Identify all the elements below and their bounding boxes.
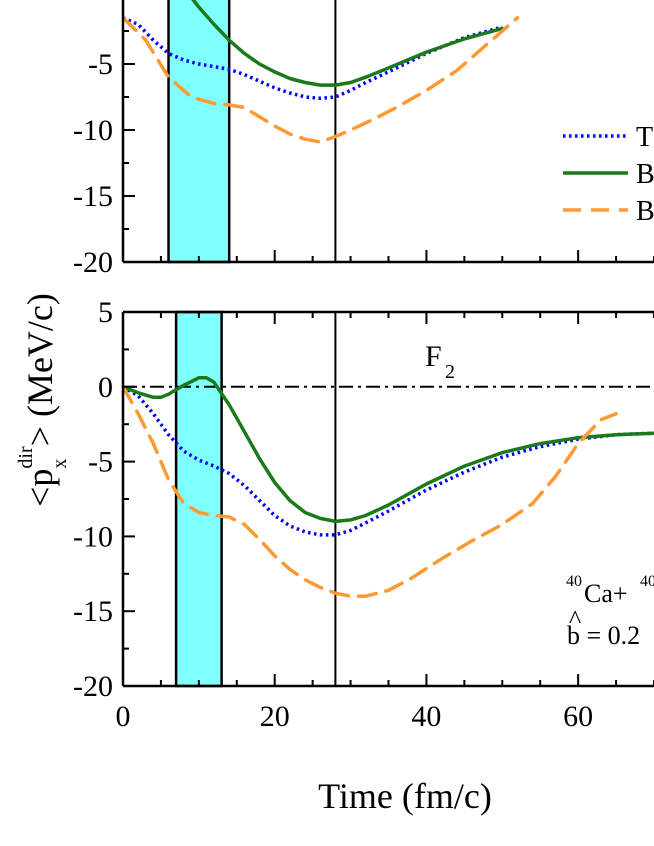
- series-line-T-dotted: [123, 16, 503, 101]
- series-line-T-dotted: [123, 385, 654, 537]
- y-tick-label: 5: [98, 296, 113, 329]
- x-tick-label: 20: [260, 700, 290, 733]
- bottom-panel: 50-5-10-15-200 20 40 60F 240 Ca+ 40^b = 0.2: [73, 296, 654, 733]
- legend: TBB: [563, 122, 654, 227]
- series-line-B-solid: [123, 376, 654, 524]
- y-tick-label: -15: [73, 180, 113, 213]
- y-tick-label: -15: [73, 595, 113, 628]
- panel-label-subscript: 2: [445, 361, 455, 383]
- series-line-B-dashed: [123, 385, 618, 598]
- annotation-reaction: Ca+: [584, 579, 628, 608]
- y-axis-title-tail: > (MeV/c): [20, 293, 60, 446]
- shaded-band: [174, 310, 223, 688]
- annotation-hat: ^: [569, 605, 581, 634]
- panel-label: F: [425, 340, 442, 373]
- y-tick-label: -10: [73, 114, 113, 147]
- y-axis-title-sup: dir: [15, 446, 37, 469]
- y-tick-label: -20: [73, 246, 113, 279]
- x-axis-title: Time (fm/c): [318, 776, 492, 816]
- top-panel: -5 -10 -15 -20: [73, 0, 654, 279]
- y-tick-label: -5: [88, 48, 113, 81]
- y-tick-label: -10: [73, 520, 113, 553]
- x-tick-label: 0: [116, 700, 131, 733]
- y-axis-title-sub: x: [49, 459, 71, 469]
- y-axis-title: <px dir> (MeV/c): [15, 293, 71, 507]
- annotation-sup-2: 40: [640, 573, 654, 590]
- y-tick-label: -5: [88, 446, 113, 479]
- shaded-band: [167, 0, 231, 264]
- legend-label: B: [636, 196, 654, 227]
- legend-label: B: [636, 159, 654, 190]
- x-tick-label: 40: [411, 700, 441, 733]
- y-tick-label: 0: [98, 371, 113, 404]
- series-line-B-solid: [191, 0, 505, 87]
- y-tick-label: -20: [73, 670, 113, 703]
- annotation-b: b = 0.2: [567, 621, 640, 650]
- annotation-sup-1: 40: [566, 573, 582, 590]
- y-axis-title-main: <p: [20, 469, 60, 507]
- legend-label: T: [636, 122, 653, 153]
- x-tick-label: 60: [563, 700, 593, 733]
